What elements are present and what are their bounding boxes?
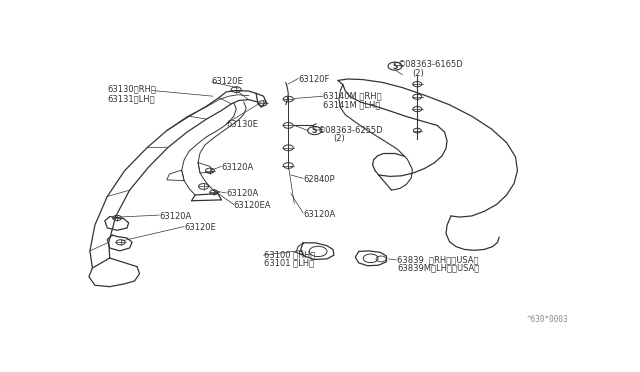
Text: 62840P: 62840P <box>303 175 335 184</box>
Text: (2): (2) <box>412 69 424 78</box>
Text: 63130E: 63130E <box>227 121 258 129</box>
Text: 63100 〈RH〉: 63100 〈RH〉 <box>264 251 315 260</box>
Text: 63130〈RH〉: 63130〈RH〉 <box>108 84 156 93</box>
Text: 63120A: 63120A <box>221 163 253 172</box>
Text: S: S <box>312 126 317 135</box>
Text: 63120A: 63120A <box>303 210 335 219</box>
Text: ©08363-6255D: ©08363-6255D <box>318 126 384 135</box>
Text: 63140M 〈RH〉: 63140M 〈RH〉 <box>323 92 381 101</box>
Text: 63839M〈LH〉〈USA〉: 63839M〈LH〉〈USA〉 <box>397 264 480 273</box>
Text: 63120A: 63120A <box>227 189 259 198</box>
Text: (2): (2) <box>333 134 345 143</box>
Text: 63120A: 63120A <box>159 212 191 221</box>
Text: ©08363-6165D: ©08363-6165D <box>397 60 463 69</box>
Text: 63141M 〈LH〉: 63141M 〈LH〉 <box>323 100 380 109</box>
Text: ^630*0003: ^630*0003 <box>527 315 568 324</box>
Text: 63131〈LH〉: 63131〈LH〉 <box>108 94 155 103</box>
Text: 63120E: 63120E <box>184 224 216 232</box>
Text: 63101 〈LH〉: 63101 〈LH〉 <box>264 259 314 268</box>
Text: S: S <box>392 62 397 71</box>
Text: 63120F: 63120F <box>298 74 330 83</box>
Text: 63839  〈RH〉〈USA〉: 63839 〈RH〉〈USA〉 <box>397 256 479 264</box>
Text: 63120E: 63120E <box>211 77 243 86</box>
Text: 63120EA: 63120EA <box>234 201 271 209</box>
